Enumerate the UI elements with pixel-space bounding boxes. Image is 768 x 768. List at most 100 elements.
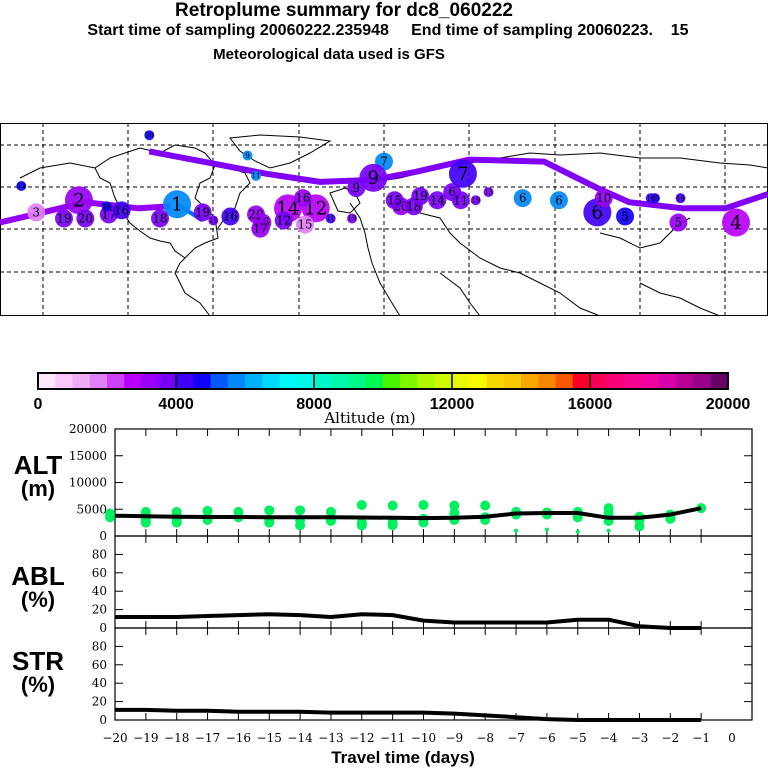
x-tick-label: −10: [411, 731, 436, 745]
marker-circle: [27, 203, 46, 222]
colorbar-cell: [89, 373, 108, 389]
colorbar-cell: [227, 373, 246, 389]
str-y-tick-label: 40: [92, 676, 107, 690]
marker-circle: [76, 209, 95, 228]
trajectory-marker: 7: [448, 159, 477, 188]
marker-circle: [242, 150, 253, 161]
trajectory-marker: 19: [470, 195, 481, 206]
marker-circle: [101, 201, 112, 212]
trajectory-marker: 11: [451, 191, 470, 210]
marker-label: 17: [253, 222, 268, 236]
trajectory-marker: 13: [16, 180, 27, 191]
marker-circle: [722, 208, 750, 237]
alt-sample-point: [171, 506, 182, 517]
marker-label: 14: [676, 194, 685, 202]
marker-circle: [428, 191, 447, 210]
abl-y-tick-label: 60: [92, 566, 107, 580]
alt-sample-point: [356, 499, 367, 510]
colorbar-cell: [434, 373, 453, 389]
trajectory-marker: 4: [722, 208, 750, 237]
colorbar-cell: [590, 373, 608, 389]
alt-series-line: [114, 506, 702, 521]
marker-label: 11: [453, 193, 468, 207]
colorbar-cell: [607, 373, 625, 389]
marker-label: 6: [519, 191, 526, 205]
marker-circle: [549, 191, 568, 210]
marker-label: 12: [276, 214, 291, 228]
colorbar-cell: [538, 373, 556, 389]
x-tick-label: −11: [380, 731, 405, 745]
trajectory-marker: 15: [296, 215, 315, 234]
marker-label: 13: [484, 188, 493, 196]
alt-panel-label: ALT (m): [10, 452, 66, 500]
colorbar-cell: [38, 373, 56, 389]
colorbar-cell: [383, 373, 401, 389]
colorbar-cell: [176, 373, 194, 389]
marker-circle: [64, 186, 93, 215]
str-unit: (%): [20, 672, 56, 697]
colorbar-cell: [124, 373, 142, 389]
marker-circle: [55, 209, 73, 228]
trajectory-marker: 18: [151, 209, 169, 228]
marker-circle: [385, 191, 404, 210]
altitude-colorbar: 0 4000 8000 12000 16000 20000 Altitude (m): [34, 372, 750, 427]
alt-sample-point: [449, 500, 460, 511]
marker-circle: [451, 191, 470, 210]
marker-label: 19: [348, 215, 357, 223]
colorbar-cell: [624, 373, 643, 389]
colorbar-cell: [158, 373, 177, 389]
marker-label: 2: [73, 191, 85, 212]
alt-sample-point: [171, 517, 182, 528]
colorbar-cell: [710, 373, 729, 389]
x-tick-label: −7: [507, 731, 525, 745]
marker-label: 11: [252, 172, 261, 180]
alt-sample-point: [264, 517, 275, 528]
abl-y-tick-label: 80: [92, 547, 107, 561]
alt-sample-point: [575, 529, 580, 534]
trajectory-marker: 5: [669, 213, 688, 232]
x-tick-label: −20: [102, 731, 127, 745]
coastline: [329, 187, 361, 214]
trajectory-marker: 14: [428, 191, 447, 210]
marker-label: 1: [171, 195, 183, 216]
trajectory-marker: 15: [385, 191, 404, 210]
trajectory-marker: 13: [483, 187, 494, 198]
trajectory-line: [148, 148, 768, 212]
colorbar-cell: [417, 373, 436, 389]
x-tick-label: −2: [661, 731, 679, 745]
colorbar-tick-label: 8000: [296, 396, 332, 413]
alt-sample-point: [544, 527, 549, 532]
marker-label: 15: [298, 218, 313, 232]
x-tick-label: −3: [631, 731, 649, 745]
marker-circle: [296, 215, 315, 234]
marker-label: 10: [596, 191, 611, 205]
marker-circle: [669, 213, 688, 232]
trajectory-marker: 15: [208, 215, 219, 226]
trajectory-marker: 19: [193, 203, 212, 222]
abl-y-tick-label: 40: [92, 584, 107, 598]
trajectory-marker: 1: [163, 190, 192, 219]
alt-sample-point: [295, 520, 306, 531]
marker-circle: [163, 190, 192, 219]
x-tick-label: −18: [164, 731, 189, 745]
marker-label: 20: [145, 131, 154, 139]
marker-circle: [274, 211, 293, 230]
str-panel-frame: [114, 627, 753, 721]
colorbar-tick-label: 0: [34, 396, 43, 413]
alt-sample-point: [514, 528, 519, 533]
marker-label: 3: [33, 205, 40, 219]
marker-circle: [359, 163, 388, 192]
met-data-line: Meteorological data used is GFS: [213, 46, 445, 63]
colorbar-cell: [693, 373, 712, 389]
marker-label: 18: [153, 212, 168, 226]
colorbar-frame: [37, 372, 729, 390]
trajectory-marker: 3: [27, 203, 46, 222]
marker-circle: [470, 195, 481, 206]
colorbar-cell: [555, 373, 574, 389]
marker-circle: [208, 215, 219, 226]
marker-circle: [645, 193, 656, 204]
colorbar-cell: [572, 373, 591, 389]
marker-circle: [347, 179, 366, 198]
colorbar-cell: [296, 373, 315, 389]
alt-sample-point: [634, 521, 645, 532]
